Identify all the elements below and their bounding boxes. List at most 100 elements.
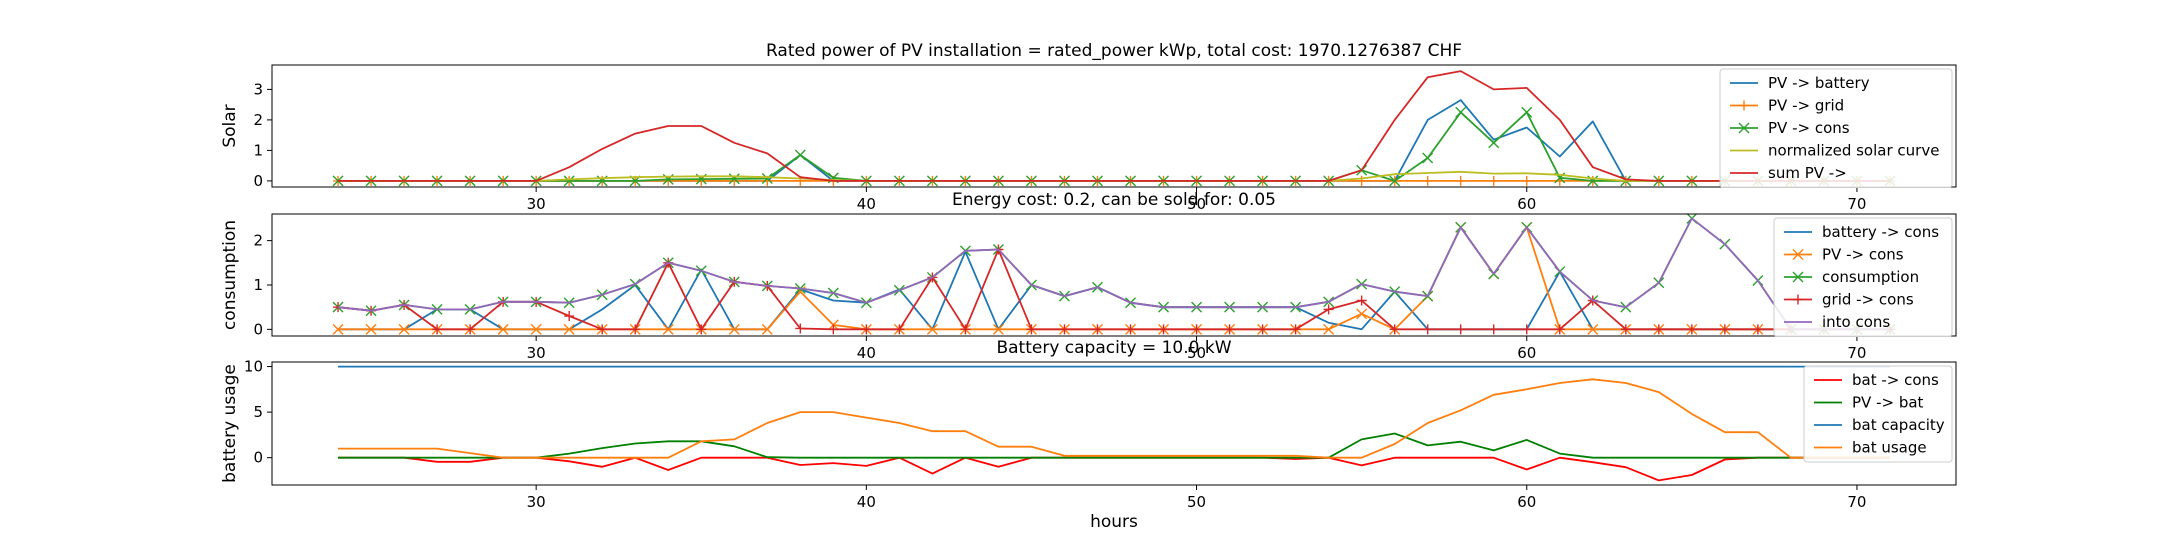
legend-item-sum-pv: sum PV -> [1730, 164, 1847, 182]
y-axis-label: consumption [220, 220, 240, 330]
x-tick-label: 30 [527, 344, 546, 362]
data-point [564, 311, 575, 322]
series-pv-bat [338, 432, 1890, 459]
data-point [1455, 324, 1466, 335]
legend-box [1719, 68, 1953, 188]
x-tick-label: 50 [1187, 344, 1206, 362]
data-point [1191, 324, 1202, 335]
legend-label: consumption [1822, 268, 1919, 286]
x-tick-label: 70 [1847, 493, 1866, 511]
axes-frame [271, 213, 1957, 337]
y-axis-label: battery usage [220, 364, 240, 483]
data-point [1686, 324, 1697, 335]
series-line-into-cons [337, 217, 1890, 331]
data-point [1488, 175, 1499, 186]
data-point [432, 324, 443, 335]
data-point [1422, 152, 1434, 164]
series-line-pv-bat [338, 432, 1890, 459]
data-point [332, 323, 344, 335]
legend-label: bat -> cons [1852, 371, 1939, 389]
y-tick-label: 3 [253, 80, 263, 98]
data-point [1455, 175, 1466, 186]
chart-panel-2: 30 40 50 60 70 0 1 2 Energy cost: 0.2, can be so… [220, 190, 1957, 362]
legend: battery -> cons PV -> cons consumption grid… [1773, 217, 1953, 337]
x-axis-label: hours [1090, 512, 1138, 532]
legend-item-pv-battery: PV -> battery [1730, 74, 1870, 92]
data-point [696, 175, 707, 186]
plot-area [332, 70, 1896, 187]
chart-panel-1: 30 40 50 60 70 0 1 2 3 Rated power of PV installa… [220, 41, 1957, 213]
data-point [398, 323, 410, 335]
data-point [1455, 106, 1467, 118]
data-point [530, 323, 542, 335]
data-point [663, 175, 674, 186]
data-point [696, 324, 707, 335]
data-point [1026, 324, 1037, 335]
legend-item-pv-cons: PV -> cons [1784, 246, 1904, 264]
legend-box [1773, 217, 1953, 337]
data-point [1389, 175, 1401, 187]
data-point [1521, 324, 1532, 335]
legend-label: grid -> cons [1822, 291, 1914, 309]
x-tick-label: 50 [1187, 195, 1206, 213]
legend-item-pv-cons: PV -> cons [1730, 119, 1850, 137]
y-tick-label: 0 [253, 172, 263, 190]
y-tick-label: 0 [253, 320, 263, 338]
data-point [1719, 324, 1730, 335]
legend-item-normalized-solar-curve: normalized solar curve [1730, 142, 1939, 160]
panel-title: Rated power of PV installation = rated_p… [766, 41, 1462, 61]
legend-label: PV -> cons [1768, 119, 1850, 137]
data-point [1323, 304, 1334, 315]
x-tick-label: 50 [1187, 493, 1206, 511]
data-point [365, 323, 377, 335]
y-tick-label: 1 [253, 276, 263, 294]
data-point [630, 324, 641, 335]
legend-item-pv-bat: PV -> bat [1814, 394, 1924, 412]
data-point [1356, 308, 1368, 320]
data-point [1422, 324, 1433, 335]
x-tick-label: 60 [1517, 195, 1536, 213]
data-point [1224, 324, 1235, 335]
data-point [1290, 324, 1301, 335]
data-point [1752, 324, 1763, 335]
data-point [992, 323, 1004, 335]
legend-label: normalized solar curve [1768, 142, 1939, 160]
legend-item-pv-grid: PV -> grid [1730, 97, 1844, 115]
x-tick-label: 30 [527, 493, 546, 511]
legend-label: PV -> bat [1852, 394, 1924, 412]
data-point [1554, 324, 1565, 335]
data-point [1620, 324, 1631, 335]
data-point [728, 323, 740, 335]
data-point [1488, 324, 1499, 335]
axes-frame [271, 361, 1957, 486]
data-point [465, 324, 476, 335]
series-line-sum-pv [338, 70, 1890, 182]
data-point [597, 324, 608, 335]
x-tick-label: 70 [1847, 195, 1866, 213]
data-point [795, 323, 806, 334]
legend-item-into-cons: into cons [1784, 313, 1890, 331]
legend-label: bat capacity [1852, 416, 1945, 434]
data-point [1092, 324, 1103, 335]
data-point [563, 323, 575, 335]
y-axis-label: Solar [220, 104, 240, 147]
y-tick-label: 1 [253, 141, 263, 159]
data-point [1521, 175, 1532, 186]
x-tick-label: 40 [857, 493, 876, 511]
x-tick-label: 40 [857, 344, 876, 362]
data-point [729, 175, 740, 186]
legend-label: sum PV -> [1768, 164, 1847, 182]
x-tick-label: 40 [857, 195, 876, 213]
legend-item-bat-cons: bat -> cons [1814, 371, 1939, 389]
data-point [828, 324, 839, 335]
data-point [1521, 106, 1533, 118]
panel-title: Battery capacity = 10.0 kW [996, 338, 1231, 358]
data-point [1257, 324, 1268, 335]
legend-marker [1738, 122, 1750, 134]
data-point [497, 323, 509, 335]
data-point [960, 324, 971, 335]
data-point [1059, 324, 1070, 335]
data-point [1125, 324, 1136, 335]
legend-marker [1793, 294, 1803, 305]
